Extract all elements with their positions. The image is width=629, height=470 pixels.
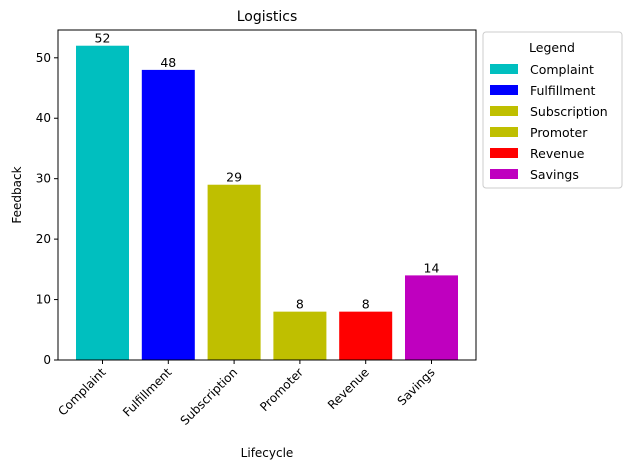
bar-complaint (76, 45, 129, 360)
legend-entries: Complaint Fulfillment Subscription Promoter… (490, 62, 608, 182)
legend-title: Legend (529, 40, 575, 55)
y-axis: 0 10 20 30 40 50 (36, 51, 58, 367)
legend-swatch (490, 127, 518, 137)
x-tick-label: Complaint (55, 365, 108, 418)
legend-swatch (490, 106, 518, 116)
bar-promoter (273, 311, 327, 360)
bar-value-label: 29 (226, 170, 242, 185)
x-tick-label: Subscription (178, 365, 241, 428)
bar-value-label: 8 (296, 297, 304, 312)
legend-entry-label: Revenue (530, 146, 585, 161)
legend: Legend Complaint Fulfillment Subscription P… (482, 31, 623, 189)
y-tick-label: 30 (36, 172, 51, 186)
y-tick-label: 40 (36, 111, 51, 125)
y-tick-label: 50 (36, 51, 51, 65)
y-tick-label: 20 (36, 232, 51, 246)
x-axis-label: Lifecycle (241, 446, 294, 460)
bar-fulfillment (141, 69, 195, 360)
x-tick-label: Fulfillment (120, 365, 175, 420)
legend-entry-label: Fulfillment (530, 83, 596, 98)
x-tick-label: Revenue (325, 365, 372, 412)
legend-swatch (490, 169, 518, 179)
legend-entry-label: Promoter (530, 125, 588, 140)
bar-subscription (207, 184, 261, 360)
x-tick-label: Savings (395, 365, 438, 408)
legend-swatch (490, 85, 518, 95)
y-tick-label: 0 (43, 353, 51, 367)
x-tick-label: Promoter (257, 365, 306, 414)
bar-labels-layer: 52 48 29 8 8 14 (95, 31, 440, 312)
bar-savings (405, 275, 458, 360)
y-tick-label: 10 (36, 293, 51, 307)
legend-entry-label: Subscription (530, 104, 608, 119)
bar-value-label: 14 (424, 260, 440, 275)
chart-title: Logistics (237, 9, 298, 25)
legend-swatch (490, 148, 518, 158)
bar-value-label: 48 (160, 55, 176, 70)
bar-value-label: 8 (362, 297, 370, 312)
y-axis-label: Feedback (10, 166, 24, 223)
bar-value-label: 52 (95, 31, 111, 46)
bar-revenue (339, 311, 393, 360)
bars-layer (76, 45, 458, 360)
legend-entry-label: Savings (530, 167, 579, 182)
x-axis: Complaint Fulfillment Subscription Promoter… (55, 360, 438, 428)
legend-entry-label: Complaint (530, 62, 594, 77)
plot-frame (57, 29, 477, 361)
legend-swatch (490, 64, 518, 74)
